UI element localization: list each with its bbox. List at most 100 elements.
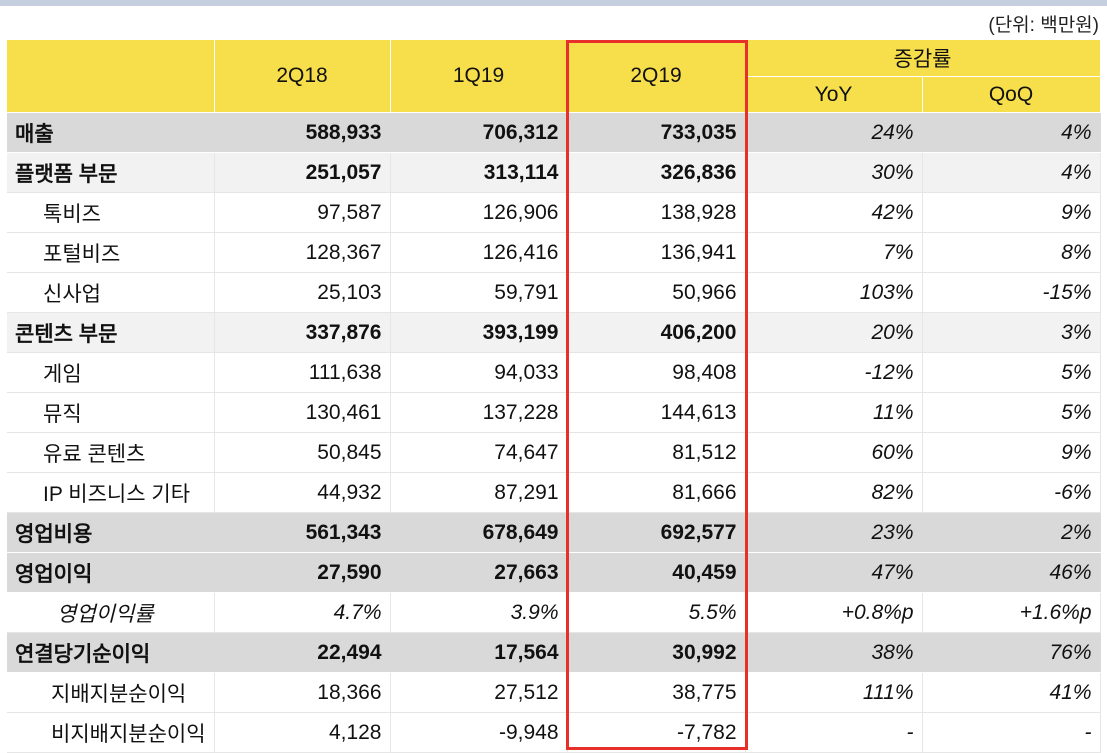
value-2q18: 130,461 [214, 392, 391, 433]
value-qoq: 4% [922, 152, 1101, 193]
value-qoq: -6% [922, 472, 1101, 513]
value-2q18: 251,057 [214, 152, 391, 193]
value-1q19: 393,199 [390, 312, 568, 353]
value-2q19: 50,966 [567, 272, 746, 313]
value-yoy: 20% [745, 312, 923, 353]
table-row: 지배지분순이익 18,366 27,512 38,775 111% 41% [7, 672, 1101, 713]
value-1q19: 3.9% [390, 592, 568, 633]
value-2q19: 98,408 [567, 352, 746, 393]
value-qoq: - [922, 712, 1101, 753]
table-row: 뮤직 130,461 137,228 144,613 11% 5% [7, 392, 1101, 433]
table-row: IP 비즈니스 기타 44,932 87,291 81,666 82% -6% [7, 472, 1101, 513]
value-yoy: 111% [745, 672, 923, 713]
row-label: 뮤직 [7, 392, 215, 433]
value-2q18: 97,587 [214, 192, 391, 233]
table-row: 콘텐츠 부문 337,876 393,199 406,200 20% 3% [7, 312, 1101, 353]
header-yoy: YoY [745, 76, 923, 113]
value-qoq: 9% [922, 192, 1101, 233]
value-2q18: 4,128 [214, 712, 391, 753]
value-1q19: 678,649 [390, 512, 568, 553]
row-label: 비지배지분순이익 [7, 712, 215, 753]
table-row: 영업비용 561,343 678,649 692,577 23% 2% [7, 512, 1101, 553]
value-yoy: -12% [745, 352, 923, 393]
value-2q18: 18,366 [214, 672, 391, 713]
value-2q19: 406,200 [567, 312, 746, 353]
value-2q19: 5.5% [567, 592, 746, 633]
value-1q19: 94,033 [390, 352, 568, 393]
value-2q19: 136,941 [567, 232, 746, 273]
value-yoy: 103% [745, 272, 923, 313]
row-label: 유료 콘텐츠 [7, 432, 215, 473]
value-1q19: 74,647 [390, 432, 568, 473]
value-1q19: 87,291 [390, 472, 568, 513]
value-yoy: +0.8%p [745, 592, 923, 633]
value-2q19: 38,775 [567, 672, 746, 713]
row-label: 게임 [7, 352, 215, 393]
header-2q18: 2Q18 [214, 40, 391, 113]
value-1q19: 137,228 [390, 392, 568, 433]
table-row: 신사업 25,103 59,791 50,966 103% -15% [7, 272, 1101, 313]
value-1q19: 313,114 [390, 152, 568, 193]
value-qoq: -15% [922, 272, 1101, 313]
value-qoq: 9% [922, 432, 1101, 473]
value-yoy: 24% [745, 112, 923, 153]
value-yoy: 42% [745, 192, 923, 233]
value-2q18: 588,933 [214, 112, 391, 153]
value-2q19: 30,992 [567, 632, 746, 673]
header-blank [7, 40, 215, 113]
row-label: 지배지분순이익 [7, 672, 215, 713]
value-2q19: 138,928 [567, 192, 746, 233]
table-row: 포털비즈 128,367 126,416 136,941 7% 8% [7, 232, 1101, 273]
value-1q19: 126,906 [390, 192, 568, 233]
value-yoy: 11% [745, 392, 923, 433]
row-label: 매출 [7, 112, 215, 153]
row-label: 영업이익률 [7, 592, 215, 633]
value-qoq: +1.6%p [922, 592, 1101, 633]
value-2q19: 144,613 [567, 392, 746, 433]
table-row: 매출 588,933 706,312 733,035 24% 4% [7, 112, 1101, 153]
table-row: 유료 콘텐츠 50,845 74,647 81,512 60% 9% [7, 432, 1101, 473]
value-yoy: 60% [745, 432, 923, 473]
value-1q19: -9,948 [390, 712, 568, 753]
value-2q18: 111,638 [214, 352, 391, 393]
row-label: 영업비용 [7, 512, 215, 553]
table-row: 비지배지분순이익 4,128 -9,948 -7,782- - [7, 712, 1101, 753]
value-qoq: 41% [922, 672, 1101, 713]
value-yoy: 23% [745, 512, 923, 553]
value-2q18: 561,343 [214, 512, 391, 553]
row-label: 신사업 [7, 272, 215, 313]
value-1q19: 706,312 [390, 112, 568, 153]
value-qoq: 5% [922, 352, 1101, 393]
value-qoq: 4% [922, 112, 1101, 153]
header-qoq: QoQ [922, 76, 1101, 113]
row-label: 톡비즈 [7, 192, 215, 233]
value-2q19: -7,782 [567, 712, 746, 753]
header-2q19: 2Q19 [567, 40, 746, 113]
value-1q19: 126,416 [390, 232, 568, 273]
value-2q18: 50,845 [214, 432, 391, 473]
value-qoq: 46% [922, 552, 1101, 593]
value-2q18: 128,367 [214, 232, 391, 273]
table-row: 연결당기순이익 22,494 17,564 30,992 38% 76% [7, 632, 1101, 673]
row-label: 콘텐츠 부문 [7, 312, 215, 353]
value-qoq: 3% [922, 312, 1101, 353]
header-1q19: 1Q19 [390, 40, 568, 113]
row-label: 영업이익 [7, 552, 215, 593]
value-2q19: 81,666 [567, 472, 746, 513]
value-2q19: 326,836 [567, 152, 746, 193]
value-qoq: 2% [922, 512, 1101, 553]
table-row: 영업이익률 4.7% 3.9% 5.5% +0.8%p +1.6%p [7, 592, 1101, 633]
value-2q18: 4.7% [214, 592, 391, 633]
value-yoy: - [745, 712, 923, 753]
value-2q18: 22,494 [214, 632, 391, 673]
table-row: 게임 111,638 94,033 98,408 -12% 5% [7, 352, 1101, 393]
value-yoy: 47% [745, 552, 923, 593]
value-2q19: 733,035 [567, 112, 746, 153]
table-row: 플랫폼 부문 251,057 313,114 326,836 30% 4% [7, 152, 1101, 193]
value-2q18: 337,876 [214, 312, 391, 353]
value-1q19: 17,564 [390, 632, 568, 673]
table-row: 영업이익 27,590 27,663 40,459 47% 46% [7, 552, 1101, 593]
value-yoy: 7% [745, 232, 923, 273]
value-1q19: 27,663 [390, 552, 568, 593]
row-label: 포털비즈 [7, 232, 215, 273]
